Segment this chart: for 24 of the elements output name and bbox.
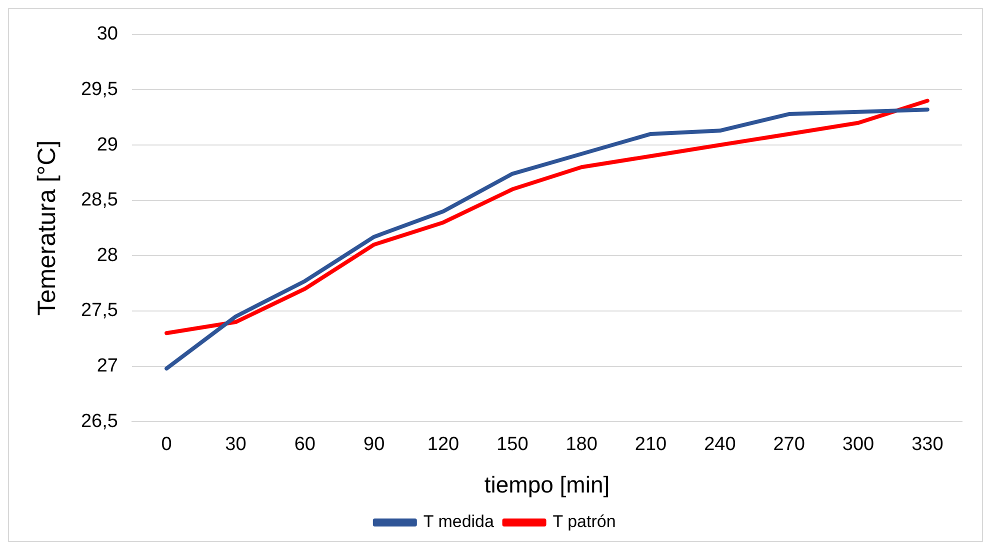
x-tick-label: 90 [364, 434, 385, 456]
y-tick-label: 30 [96, 24, 118, 45]
x-tick-label: 330 [912, 434, 944, 456]
x-tick-label: 60 [294, 434, 316, 456]
x-tick-label: 240 [704, 434, 736, 456]
x-tick-label: 180 [566, 434, 598, 456]
x-axis-title: tiempo [min] [484, 472, 610, 498]
y-axis-title: Temeratura [°C] [32, 140, 61, 316]
y-tick-label: 29,5 [80, 78, 118, 100]
x-tick-label: 0 [161, 434, 172, 456]
legend-label: T patrón [552, 512, 616, 532]
y-tick-label: 27,5 [80, 300, 118, 322]
x-tick-label: 210 [634, 434, 667, 456]
y-tick-label: 28 [96, 244, 118, 266]
x-tick-label: 270 [773, 434, 805, 456]
x-tick-label: 150 [496, 434, 528, 456]
x-tick-label: 300 [842, 434, 874, 456]
y-tick-label: 28,5 [80, 190, 118, 211]
y-tick-label: 26,5 [80, 410, 118, 432]
x-tick-label: 30 [225, 434, 246, 456]
y-tick-label: 27 [96, 356, 118, 377]
y-tick-label: 29 [96, 134, 118, 156]
x-tick-label: 120 [427, 434, 460, 456]
legend-label: T medida [423, 512, 495, 532]
